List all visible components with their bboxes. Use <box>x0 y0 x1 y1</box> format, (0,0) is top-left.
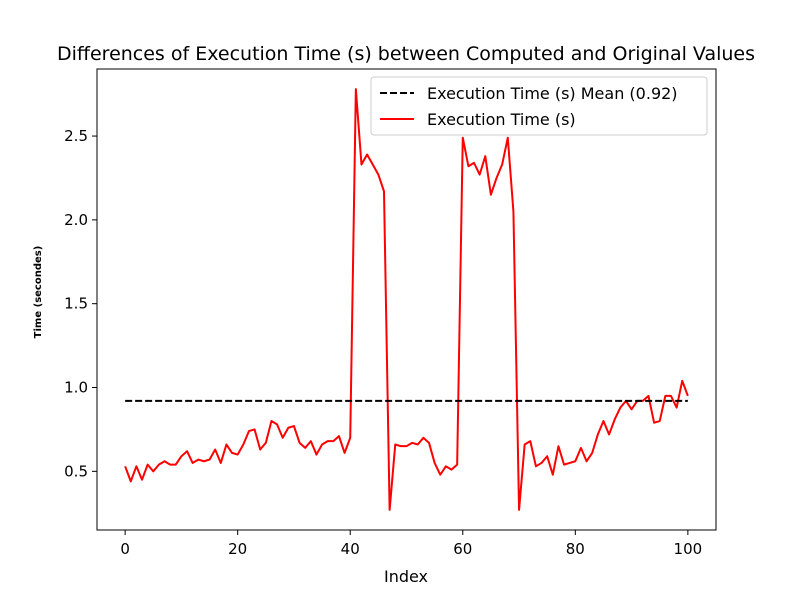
y-axis-label: Time (secondes) <box>33 246 44 339</box>
y-tick-label: 2.0 <box>64 211 88 229</box>
legend-box <box>370 76 708 136</box>
y-tick-label: 1.5 <box>64 295 88 313</box>
chart-title: Differences of Execution Time (s) betwee… <box>57 43 755 65</box>
legend-label-execution-time: Execution Time (s) <box>427 110 576 129</box>
y-tick-label: 2.5 <box>64 127 88 145</box>
legend: Execution Time (s) Mean (0.92) Execution… <box>370 76 708 136</box>
x-tick-label: 0 <box>120 540 130 558</box>
x-tick-label: 40 <box>341 540 360 558</box>
x-tick-label: 80 <box>566 540 585 558</box>
x-tick-label: 60 <box>453 540 472 558</box>
execution-time-line <box>124 88 689 511</box>
y-axis: 0.5 1.0 1.5 2.0 2.5 <box>64 127 97 480</box>
x-tick-label: 20 <box>228 540 247 558</box>
legend-label-mean: Execution Time (s) Mean (0.92) <box>427 84 678 103</box>
x-tick-label: 100 <box>674 540 703 558</box>
x-axis-label: Index <box>384 567 428 586</box>
y-tick-label: 0.5 <box>64 462 88 480</box>
plot-area <box>124 88 689 511</box>
y-tick-label: 1.0 <box>64 379 88 397</box>
x-axis: 0 20 40 60 80 100 <box>120 530 702 558</box>
plot-frame <box>96 68 717 531</box>
